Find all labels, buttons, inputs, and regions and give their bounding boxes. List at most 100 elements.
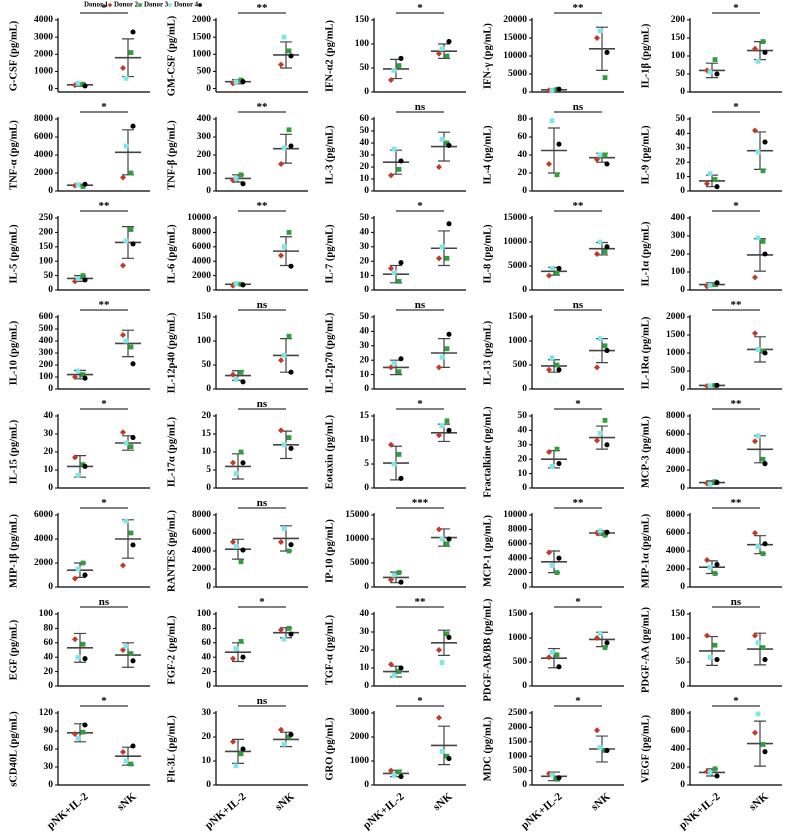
y-tick-label: 0	[680, 780, 685, 790]
data-point	[752, 729, 758, 736]
data-point	[439, 536, 445, 542]
data-point	[286, 48, 292, 54]
data-point	[597, 239, 603, 245]
y-tick-label: 0	[206, 285, 211, 295]
y-tick-label: 100	[355, 39, 370, 49]
data-point	[549, 563, 555, 568]
significance-label: *	[101, 398, 107, 410]
y-axis-label: IL-4 (pg/mL)	[482, 125, 493, 185]
y-tick-label: 400	[39, 336, 54, 346]
legend-marker	[107, 2, 113, 8]
data-point	[80, 462, 86, 467]
y-tick-label: 15000	[345, 510, 369, 520]
data-point	[594, 251, 600, 257]
y-tick-label: 20	[202, 667, 212, 677]
y-axis-label: IL-1α (pg/mL)	[640, 221, 651, 287]
y-tick-label: 30	[44, 762, 54, 772]
data-point	[752, 438, 758, 445]
data-point	[130, 241, 136, 247]
y-tick-label: 1000	[508, 633, 527, 643]
data-point	[760, 645, 766, 650]
data-point	[240, 460, 246, 466]
data-point	[396, 669, 402, 674]
data-point	[75, 735, 81, 741]
y-tick-label: 300	[197, 132, 212, 142]
data-point	[398, 579, 404, 585]
data-point	[436, 255, 442, 262]
significance-label: ns	[573, 101, 584, 113]
data-point	[120, 65, 126, 71]
y-tick-label: 80	[518, 114, 528, 124]
y-tick-label: 600	[39, 312, 54, 322]
data-point	[444, 255, 450, 261]
data-point	[712, 177, 718, 182]
data-point	[238, 172, 244, 178]
y-tick-label: 0	[206, 84, 211, 94]
y-tick-label: 50	[518, 411, 528, 421]
y-tick-label: 0	[206, 186, 211, 196]
data-point	[556, 555, 562, 561]
data-point	[546, 449, 552, 455]
data-point	[123, 75, 129, 81]
y-tick-label: 3000	[34, 32, 53, 42]
data-point	[436, 432, 442, 439]
data-point	[604, 640, 610, 646]
data-point	[436, 164, 442, 170]
y-tick-label: 30	[360, 242, 370, 252]
y-tick-label: 100	[197, 168, 212, 178]
y-tick-label: 1500	[666, 330, 685, 340]
data-point	[230, 459, 236, 466]
y-tick-label: 0	[48, 483, 53, 493]
data-point	[755, 711, 761, 717]
data-point	[546, 161, 552, 167]
y-tick-label: 50	[360, 213, 370, 223]
data-point	[752, 127, 758, 134]
data-point	[130, 435, 136, 441]
data-point	[281, 442, 287, 448]
y-tick-label: 15000	[503, 213, 527, 223]
y-axis-label: IL-7 (pg/mL)	[324, 224, 335, 284]
y-tick-label: 0	[364, 87, 369, 97]
data-point	[604, 442, 610, 448]
data-point	[554, 446, 560, 452]
data-point	[439, 354, 445, 360]
data-point	[714, 382, 720, 388]
significance-label: *	[733, 695, 739, 707]
data-point	[398, 55, 404, 61]
y-tick-label: 0	[680, 87, 685, 97]
data-point	[72, 636, 78, 643]
y-tick-label: 20	[202, 732, 212, 742]
data-point	[230, 371, 236, 378]
y-tick-label: 150	[197, 312, 212, 322]
y-axis-label: IL-15 (pg/mL)	[8, 419, 19, 484]
data-point	[238, 559, 244, 565]
data-point	[752, 632, 758, 639]
y-tick-label: 40	[360, 609, 370, 619]
y-axis-label: MCP-1 (pg/mL)	[482, 514, 493, 587]
y-tick-label: 50	[44, 271, 54, 281]
y-tick-label: 1500	[192, 32, 211, 42]
y-tick-label: 4000	[508, 553, 527, 563]
data-point	[130, 743, 136, 749]
data-point	[286, 734, 292, 740]
y-axis-label: TGF-α (pg/mL)	[324, 614, 335, 685]
data-point	[281, 244, 287, 250]
data-point	[714, 657, 720, 663]
significance-label: *	[417, 398, 423, 410]
y-tick-label: 2000	[508, 723, 527, 733]
y-axis-label: TNF-α (pg/mL)	[8, 120, 19, 190]
y-tick-label: 0	[206, 780, 211, 790]
y-tick-label: 1500	[508, 312, 527, 322]
data-point	[714, 71, 720, 77]
data-point	[82, 83, 88, 89]
data-point	[597, 336, 603, 341]
y-tick-label: 100	[197, 336, 212, 346]
data-point	[439, 749, 445, 754]
y-tick-label: 10000	[187, 213, 211, 223]
y-tick-label: 6000	[666, 429, 685, 439]
y-tick-label: 8000	[508, 525, 527, 535]
y-tick-label: 20	[44, 667, 54, 677]
y-tick-label: 50	[360, 126, 370, 136]
significance-label: *	[101, 695, 107, 707]
